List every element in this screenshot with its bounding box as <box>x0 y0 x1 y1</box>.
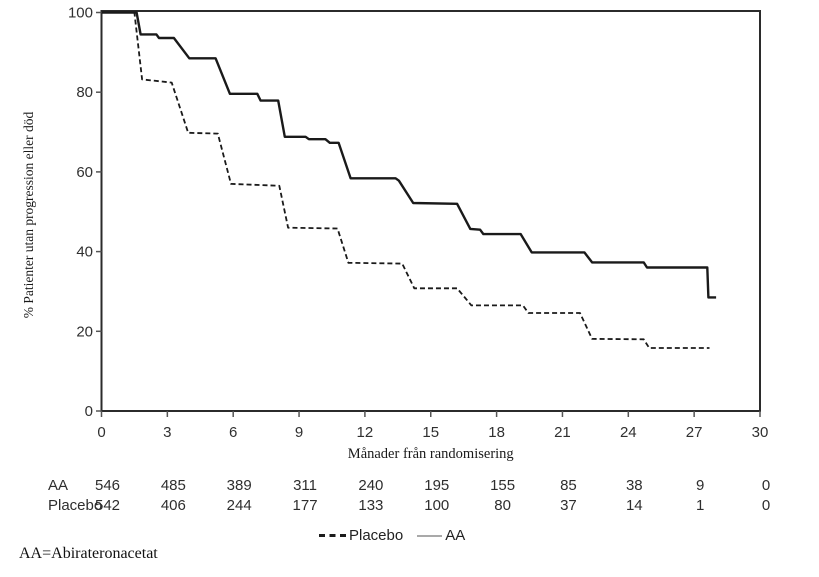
risk-table-row-aa: AA 546 485 389 311 240 195 155 85 38 9 0 <box>0 477 819 494</box>
risk-row-label-aa: AA <box>48 477 69 494</box>
risk-row-label-placebo: Placebo <box>48 497 103 514</box>
footnote: AA=Abirateronacetat <box>19 545 158 562</box>
risk-count: 0 <box>761 477 771 494</box>
risk-count: 155 <box>490 477 516 494</box>
risk-table-row-placebo: Placebo 542 406 244 177 133 100 80 37 14 1 0 <box>0 497 819 514</box>
risk-count: 38 <box>625 477 643 494</box>
risk-count: 100 <box>424 497 450 514</box>
risk-count: 0 <box>761 497 771 514</box>
x-axis-tick-label: 24 <box>620 424 637 441</box>
x-axis-tick-label: 30 <box>752 424 769 441</box>
aa-curve <box>101 11 717 299</box>
risk-count: 37 <box>560 497 577 514</box>
y-axis-tick-label: 20 <box>76 323 93 340</box>
risk-count: 311 <box>293 477 317 494</box>
x-axis-tick-label: 3 <box>163 424 171 441</box>
y-axis-tick-label: 0 <box>85 403 93 420</box>
legend: Placebo AA <box>319 527 465 544</box>
x-axis-title: Månader från randomisering <box>348 446 514 462</box>
y-axis-tick-label: 80 <box>76 84 93 101</box>
risk-count: 389 <box>226 477 252 494</box>
km-chart-canvas: 0 3 6 9 12 15 18 21 24 27 30 0 20 40 60 80 100 Månader fr… <box>21 5 769 463</box>
risk-count: 177 <box>292 497 318 514</box>
aa-solid-line-sample <box>417 534 443 537</box>
risk-count: 244 <box>226 497 252 514</box>
risk-count: 80 <box>494 497 511 514</box>
risk-count: 195 <box>424 477 450 494</box>
y-axis-tick-label: 60 <box>76 164 93 181</box>
x-axis-tick-label: 18 <box>488 424 505 441</box>
risk-count: 85 <box>560 477 577 494</box>
y-axis-tick-label: 100 <box>68 5 93 22</box>
risk-count: 546 <box>94 477 121 494</box>
risk-count: 1 <box>695 497 705 514</box>
x-axis-tick-label: 15 <box>422 424 439 441</box>
risk-count: 133 <box>358 497 384 514</box>
risk-count: 9 <box>695 477 705 494</box>
x-axis-tick-label: 0 <box>97 424 105 441</box>
y-axis-title: % Patienter utan progression eller död <box>21 111 36 318</box>
x-axis-tick-label: 9 <box>295 424 303 441</box>
risk-count: 542 <box>94 497 121 514</box>
x-axis-tick-label: 12 <box>357 424 374 441</box>
x-axis-tick-label: 27 <box>686 424 703 441</box>
x-axis-tick-label: 21 <box>554 424 571 441</box>
risk-count: 485 <box>160 477 186 494</box>
y-axis-tick-label: 40 <box>76 244 93 261</box>
legend-aa-label: AA <box>445 527 466 544</box>
legend-placebo-label: Placebo <box>349 527 404 544</box>
plot-frame <box>100 10 761 412</box>
placebo-curve <box>101 11 710 349</box>
risk-count: 14 <box>625 497 643 514</box>
risk-count: 406 <box>160 497 186 514</box>
x-axis-tick-label: 6 <box>229 424 237 441</box>
placebo-dashed-line-sample <box>319 534 346 537</box>
risk-count: 240 <box>358 477 384 494</box>
